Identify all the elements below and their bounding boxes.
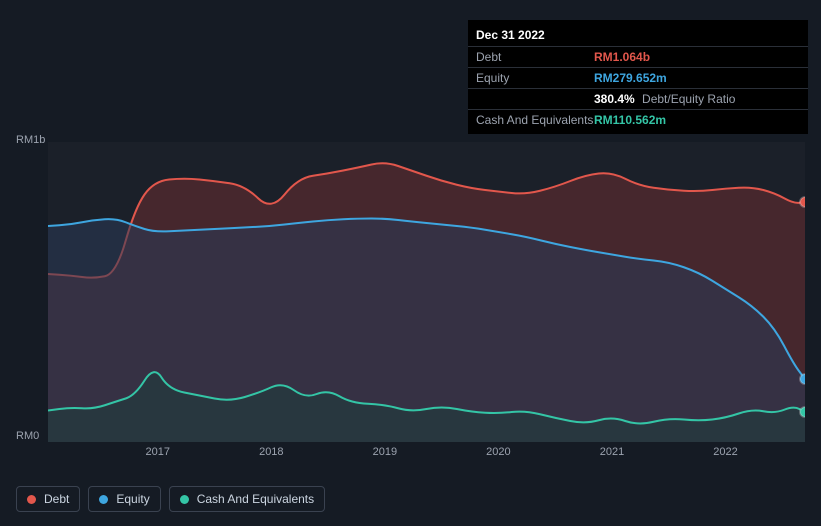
tooltip-row-debt: Debt RM1.064b <box>468 46 808 67</box>
legend-item-debt[interactable]: Debt <box>16 486 80 512</box>
legend: Debt Equity Cash And Equivalents <box>16 486 325 512</box>
tooltip-row-equity: Equity RM279.652m <box>468 67 808 88</box>
x-tick: 2018 <box>259 446 283 458</box>
chart[interactable]: RM1b RM0 2017 2018 2019 2020 2021 2022 <box>16 124 805 474</box>
tooltip-value: RM279.652m <box>594 71 667 85</box>
x-tick: 2019 <box>373 446 397 458</box>
chart-tooltip: Dec 31 2022 Debt RM1.064b Equity RM279.6… <box>468 20 808 134</box>
tooltip-label: Equity <box>476 71 594 85</box>
tooltip-value: RM1.064b <box>594 50 650 64</box>
y-tick-top: RM1b <box>16 134 45 146</box>
y-tick-bottom: RM0 <box>16 430 39 442</box>
legend-dot <box>99 495 108 504</box>
series-end-debt <box>800 197 805 207</box>
tooltip-date: Dec 31 2022 <box>468 24 808 46</box>
legend-item-cash[interactable]: Cash And Equivalents <box>169 486 325 512</box>
x-tick: 2017 <box>146 446 170 458</box>
legend-item-equity[interactable]: Equity <box>88 486 160 512</box>
legend-dot <box>27 495 36 504</box>
series-end-cash <box>800 407 805 417</box>
tooltip-ratio-pct: 380.4% <box>594 92 635 106</box>
series-end-equity <box>800 374 805 384</box>
x-axis: 2017 2018 2019 2020 2021 2022 <box>48 446 805 464</box>
chart-svg <box>48 142 805 442</box>
legend-dot <box>180 495 189 504</box>
legend-label: Cash And Equivalents <box>197 492 314 506</box>
x-tick: 2022 <box>713 446 737 458</box>
tooltip-ratio-text: Debt/Equity Ratio <box>642 92 735 106</box>
legend-label: Equity <box>116 492 149 506</box>
legend-label: Debt <box>44 492 69 506</box>
tooltip-label <box>476 92 594 106</box>
x-tick: 2021 <box>600 446 624 458</box>
tooltip-row-ratio: 380.4% Debt/Equity Ratio <box>468 88 808 109</box>
tooltip-label: Debt <box>476 50 594 64</box>
x-tick: 2020 <box>486 446 510 458</box>
